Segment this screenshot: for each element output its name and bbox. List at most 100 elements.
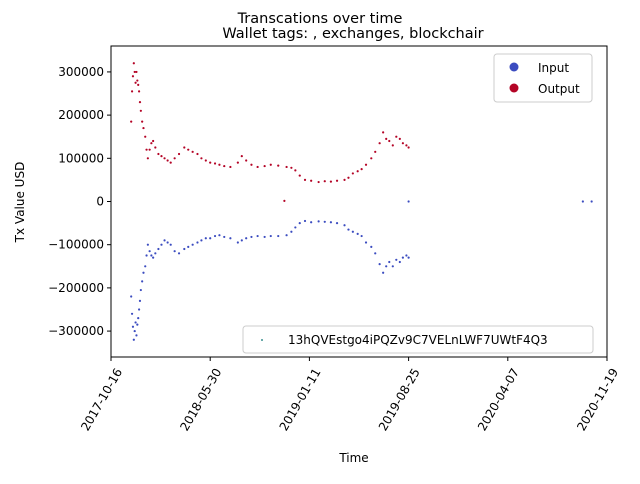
data-point-output-66: [382, 131, 385, 134]
data-point-input-75: [407, 200, 410, 203]
data-point-output-16: [146, 157, 149, 160]
data-point-input-18: [150, 254, 153, 257]
data-point-input-50: [298, 222, 301, 225]
data-point-output-59: [351, 172, 354, 175]
data-point-input-31: [196, 241, 199, 244]
address-legend-label: 13hQVEstgo4iPQZv9C7VELnLWF7UWtF4Q3: [288, 333, 548, 347]
data-point-output-23: [163, 157, 166, 160]
data-point-input-65: [378, 263, 381, 266]
data-point-output-45: [269, 163, 272, 166]
data-point-input-1: [130, 312, 134, 315]
data-point-output-67: [385, 137, 388, 140]
data-point-output-26: [173, 157, 176, 160]
data-point-input-24: [166, 241, 169, 244]
data-point-input-66: [382, 271, 385, 274]
y-tick-label-3: 0: [96, 195, 104, 209]
data-point-output-13: [142, 126, 145, 130]
data-point-output-44: [263, 164, 266, 168]
data-point-output-48: [290, 166, 293, 169]
data-point-output-4: [133, 70, 136, 74]
address-legend: 13hQVEstgo4iPQZv9C7VELnLWF7UWtF4Q3: [242, 325, 594, 354]
data-point-input-60: [356, 232, 359, 235]
data-point-input-25: [169, 243, 172, 246]
data-point-input-0: [130, 295, 133, 298]
data-point-output-25: [169, 161, 172, 164]
data-point-input-32: [200, 239, 203, 242]
data-point-output-2: [131, 75, 135, 78]
address-legend-marker: [261, 339, 263, 341]
data-point-input-2: [131, 325, 135, 328]
data-point-output-64: [374, 150, 377, 153]
chart-subtitle: Wallet tags: , exchanges, blockchair: [222, 26, 483, 42]
data-point-input-69: [391, 265, 394, 268]
data-point-input-70: [395, 258, 398, 261]
legend-marker-input: [509, 62, 519, 72]
data-point-output-60: [356, 170, 359, 173]
data-point-input-4: [133, 329, 136, 333]
data-point-input-55: [329, 221, 333, 224]
data-point-output-22: [160, 155, 163, 158]
data-point-output-50: [298, 174, 301, 177]
data-point-input-11: [139, 288, 142, 292]
data-point-input-77: [590, 200, 593, 203]
x-tick-label-2: 2019-01-11: [277, 366, 324, 433]
data-point-output-43: [256, 165, 259, 169]
x-tick-label-4: 2020-04-07: [475, 366, 522, 433]
data-point-input-68: [388, 260, 391, 264]
data-point-output-75: [283, 199, 286, 202]
data-point-output-53: [317, 180, 320, 184]
data-point-output-35: [213, 162, 217, 165]
data-point-output-71: [398, 137, 401, 140]
data-point-input-23: [163, 239, 166, 242]
data-point-input-71: [398, 260, 401, 264]
data-point-input-38: [229, 237, 232, 240]
x-tick-label-3: 2019-08-25: [376, 366, 423, 433]
data-point-input-8: [137, 317, 140, 320]
data-point-output-74: [407, 146, 410, 149]
data-point-input-14: [144, 265, 147, 268]
data-point-input-58: [347, 228, 350, 231]
data-point-input-46: [277, 234, 280, 238]
data-point-output-12: [141, 120, 144, 123]
legend-label-output: Output: [538, 82, 580, 96]
data-point-output-72: [401, 142, 404, 145]
data-point-input-61: [360, 234, 363, 238]
data-point-output-54: [323, 180, 326, 183]
data-point-output-1: [130, 90, 134, 93]
x-tick-label-0: 2017-10-16: [78, 366, 125, 433]
x-tick-label-1: 2018-05-30: [177, 366, 224, 433]
data-point-input-33: [204, 237, 207, 240]
data-point-output-9: [137, 90, 141, 93]
y-tick-label-4: −100000: [48, 238, 104, 252]
data-point-input-28: [183, 247, 186, 251]
y-tick-label-2: 100000: [58, 151, 104, 165]
data-point-output-47: [285, 165, 288, 169]
data-point-output-65: [378, 142, 381, 145]
data-point-output-70: [395, 135, 398, 138]
data-point-output-56: [335, 179, 339, 182]
data-point-output-49: [294, 169, 297, 172]
data-point-output-6: [135, 70, 138, 74]
data-point-output-34: [209, 161, 212, 164]
y-axis: 300000 200000 100000 0 −100000 −200000 −300000: [48, 65, 111, 338]
legend-label-input: Input: [538, 61, 569, 75]
data-point-output-8: [137, 83, 140, 86]
data-point-input-30: [191, 243, 194, 246]
data-point-output-37: [223, 164, 226, 168]
data-point-output-15: [145, 148, 148, 151]
data-points-layer: [130, 62, 593, 341]
data-point-input-22: [160, 243, 163, 246]
data-point-input-52: [310, 221, 313, 224]
data-point-input-29: [187, 245, 190, 248]
data-point-output-51: [303, 178, 307, 181]
y-tick-label-0: 300000: [58, 65, 104, 79]
data-point-output-55: [329, 180, 333, 183]
data-point-input-40: [240, 239, 243, 242]
data-point-input-53: [317, 220, 320, 223]
data-point-output-58: [347, 176, 350, 179]
data-point-input-21: [157, 247, 160, 251]
data-point-input-51: [303, 219, 307, 223]
data-point-input-13: [142, 271, 145, 274]
